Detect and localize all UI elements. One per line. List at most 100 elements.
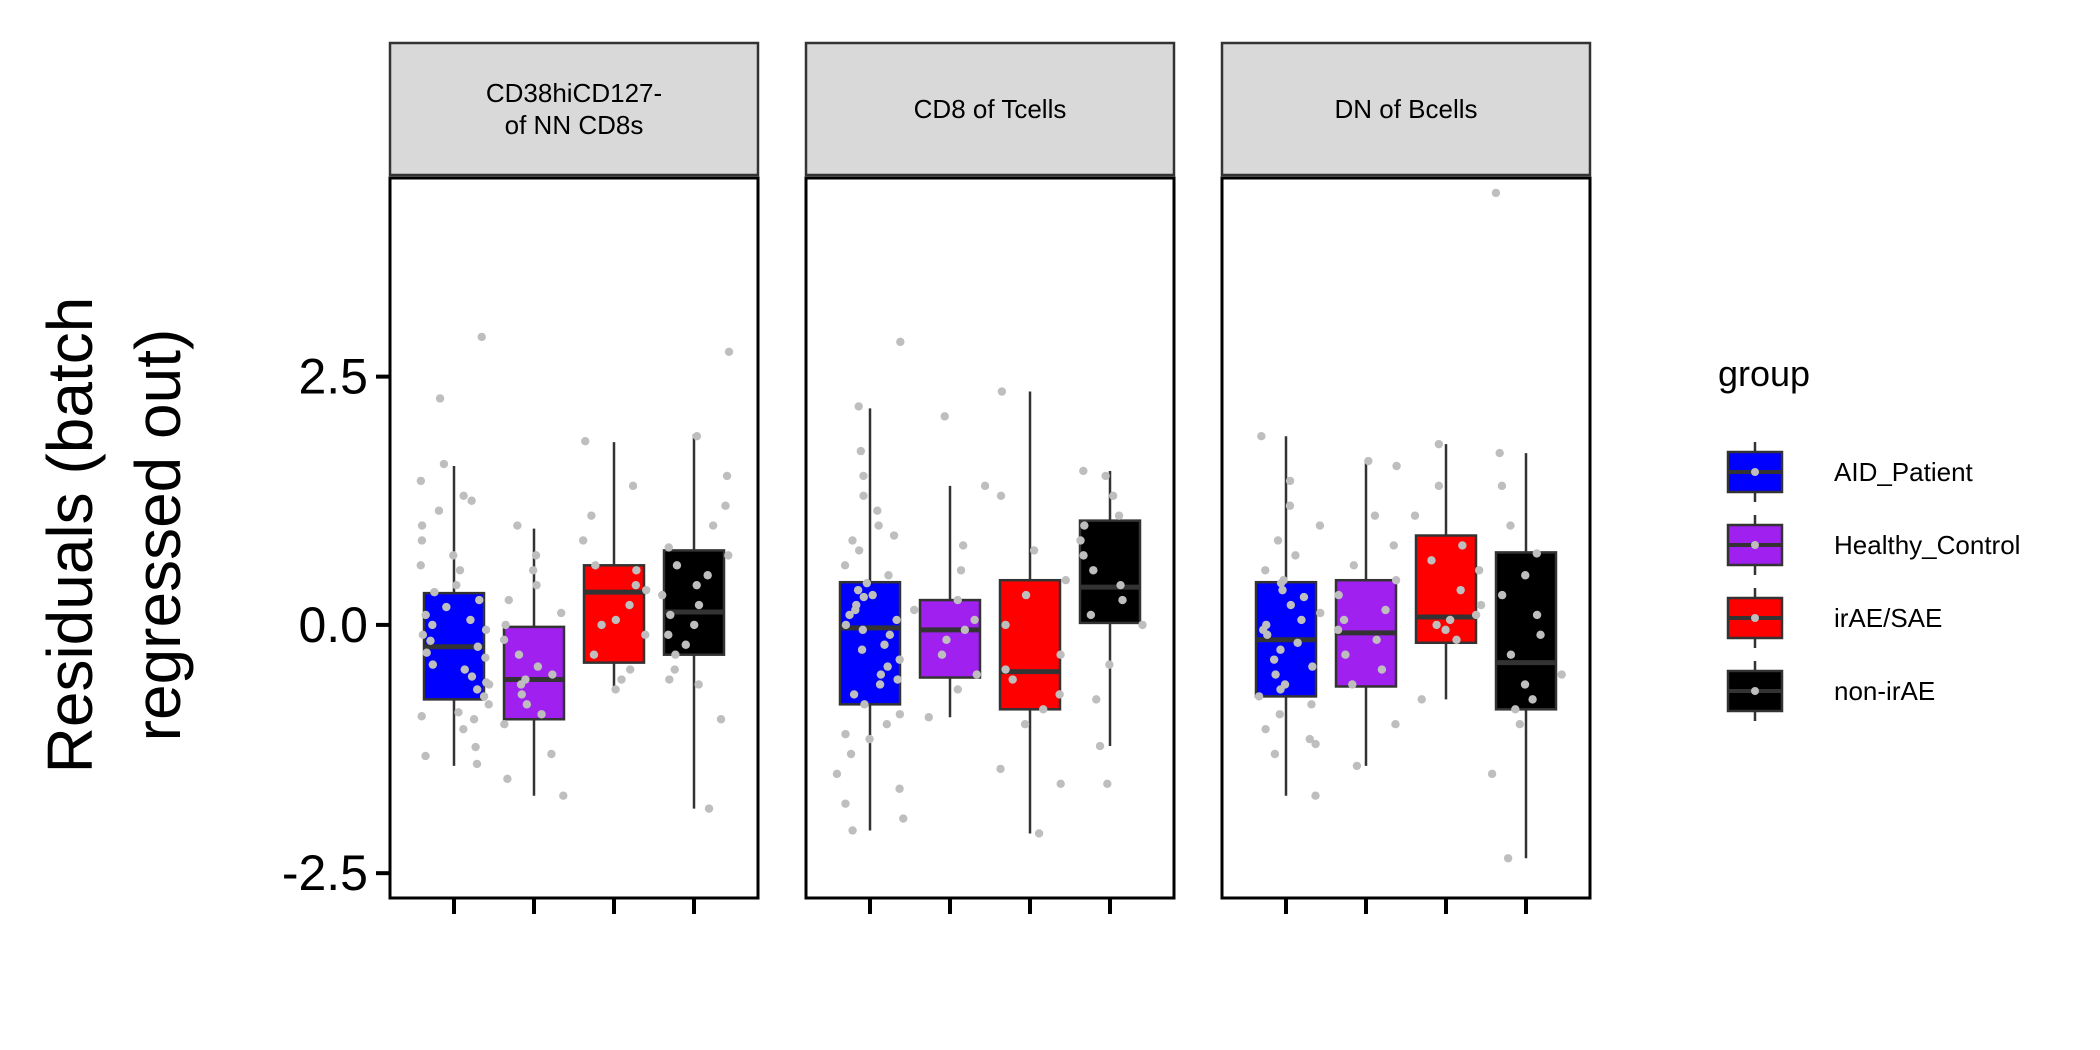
- point-irae-sae: [1021, 590, 1031, 600]
- point-healthy-control: [1364, 456, 1373, 466]
- point-healthy-control: [956, 566, 966, 575]
- point-irae-sae: [611, 685, 620, 694]
- point-non-irae: [1532, 549, 1542, 558]
- point-irae-sae: [1020, 720, 1030, 729]
- point-healthy-control: [503, 774, 512, 784]
- point-non-irae: [666, 610, 675, 620]
- point-aid-patient: [1262, 620, 1271, 630]
- point-aid-patient: [430, 587, 439, 597]
- facet-title-line: of NN CD8s: [505, 110, 644, 140]
- point-aid-patient: [885, 630, 895, 640]
- point-irae-sae: [587, 511, 596, 520]
- point-aid-patient: [439, 459, 449, 469]
- box-aid-patient: [838, 580, 902, 706]
- point-aid-patient: [859, 491, 868, 500]
- legend-title: group: [1718, 353, 1810, 394]
- point-healthy-control: [1334, 590, 1343, 600]
- point-aid-patient: [469, 715, 479, 724]
- facet-title-line: CD8 of Tcells: [914, 94, 1067, 124]
- point-non-irae: [681, 640, 690, 649]
- point-aid-patient: [417, 536, 427, 545]
- point-non-irae: [1095, 741, 1105, 751]
- point-aid-patient: [853, 585, 863, 595]
- point-irae-sae: [997, 387, 1007, 396]
- point-aid-patient: [481, 653, 490, 662]
- point-healthy-control: [1370, 511, 1380, 520]
- point-irae-sae: [642, 585, 651, 595]
- point-healthy-control: [547, 749, 556, 759]
- point-irae-sae: [581, 436, 590, 446]
- point-non-irae: [1495, 448, 1504, 458]
- point-aid-patient: [1308, 662, 1317, 671]
- point-non-irae: [1089, 566, 1098, 575]
- point-healthy-control: [1381, 605, 1390, 615]
- point-aid-patient: [484, 680, 494, 689]
- point-non-irae: [1086, 610, 1096, 620]
- point-aid-patient: [418, 630, 428, 640]
- facet-panel-3: DN of Bcells: [1220, 41, 1592, 914]
- point-aid-patient: [832, 769, 842, 779]
- point-aid-patient: [467, 672, 477, 681]
- legend: group AID_Patient Healthy_Control irAE/SAE…: [1718, 353, 2020, 721]
- point-non-irae: [716, 715, 726, 724]
- point-non-irae: [1497, 590, 1507, 600]
- point-non-irae: [703, 571, 712, 580]
- point-irae-sae: [1474, 566, 1484, 575]
- point-healthy-control: [531, 551, 541, 560]
- point-aid-patient: [1271, 670, 1280, 679]
- point-aid-patient: [860, 700, 869, 709]
- point-irae-sae: [591, 561, 600, 570]
- point-aid-patient: [854, 402, 863, 411]
- point-aid-patient: [896, 337, 905, 347]
- point-aid-patient: [422, 648, 431, 657]
- point-aid-patient: [417, 712, 426, 721]
- point-aid-patient: [449, 551, 458, 560]
- point-aid-patient: [479, 692, 489, 701]
- point-non-irae: [665, 675, 674, 684]
- y-tick-label: 0.0: [298, 597, 368, 653]
- point-healthy-control: [960, 625, 970, 635]
- point-non-irae: [708, 521, 718, 530]
- point-aid-patient: [892, 615, 901, 625]
- point-healthy-control: [1339, 615, 1349, 625]
- point-non-irae: [1076, 536, 1085, 545]
- facet-title-line: DN of Bcells: [1334, 94, 1477, 124]
- point-aid-patient: [895, 655, 904, 664]
- point-non-irae: [1521, 571, 1530, 580]
- point-aid-patient: [893, 675, 902, 684]
- point-irae-sae: [1417, 695, 1426, 704]
- point-non-irae: [1503, 854, 1513, 863]
- box-irae-sae: [1414, 534, 1478, 645]
- point-aid-patient: [1276, 645, 1285, 654]
- point-healthy-control: [942, 635, 951, 644]
- point-aid-patient: [1275, 710, 1284, 719]
- point-healthy-control: [980, 481, 990, 491]
- panel-frame: [1220, 176, 1592, 900]
- point-aid-patient: [1261, 724, 1270, 734]
- legend-label: Healthy_Control: [1834, 530, 2020, 560]
- point-healthy-control: [522, 700, 532, 709]
- point-healthy-control: [499, 635, 509, 644]
- point-healthy-control: [501, 620, 510, 630]
- point-non-irae: [1114, 511, 1124, 520]
- point-healthy-control: [1352, 761, 1362, 771]
- point-aid-patient: [876, 670, 886, 679]
- point-aid-patient: [882, 720, 892, 729]
- point-irae-sae: [1471, 610, 1481, 620]
- point-non-irae: [1497, 481, 1507, 491]
- legend-key-point: [1751, 541, 1759, 549]
- point-healthy-control: [528, 566, 538, 575]
- point-irae-sae: [1061, 576, 1070, 585]
- point-irae-sae: [641, 630, 650, 640]
- point-aid-patient: [459, 724, 468, 734]
- point-aid-patient: [899, 814, 908, 823]
- point-healthy-control: [513, 521, 522, 530]
- point-aid-patient: [416, 561, 425, 570]
- point-irae-sae: [996, 491, 1006, 500]
- point-non-irae: [671, 650, 680, 659]
- point-non-irae: [1536, 630, 1545, 640]
- point-aid-patient: [417, 521, 427, 530]
- point-non-irae: [1487, 769, 1497, 779]
- box-irae-sae: [582, 564, 646, 664]
- point-aid-patient: [889, 531, 899, 540]
